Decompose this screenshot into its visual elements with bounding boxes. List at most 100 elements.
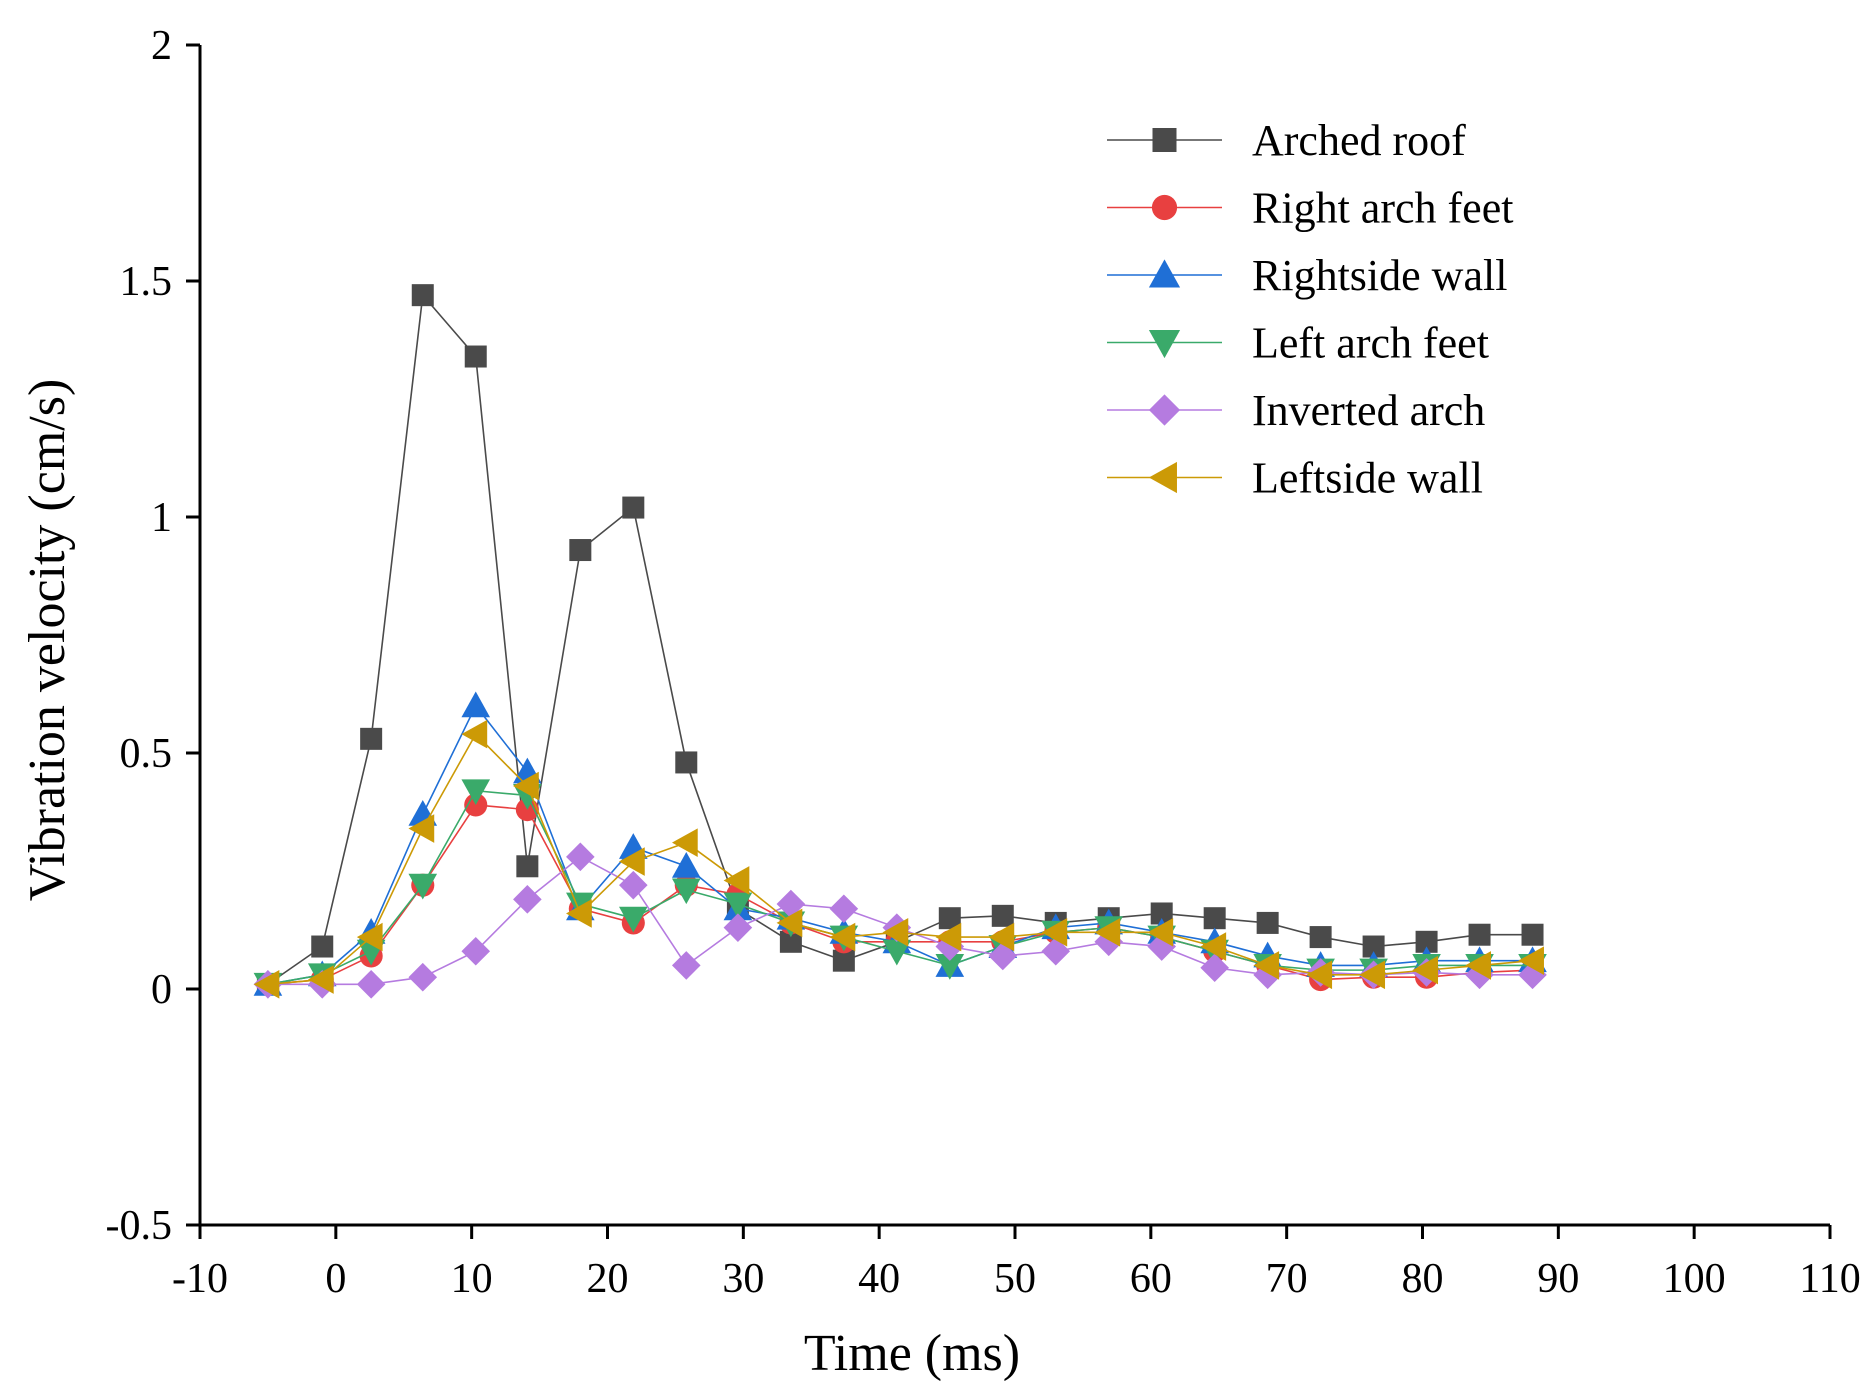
data-point [622,496,645,519]
x-tick-label: 0 [325,1256,346,1302]
legend-label: Right arch feet [1252,184,1513,233]
data-point [1094,918,1121,947]
data-point [1518,946,1544,975]
data-point [408,814,435,843]
data-point [779,930,802,953]
legend-label: Left arch feet [1252,319,1489,368]
data-point [882,918,909,947]
data-point [829,894,859,924]
x-tick-label: 30 [722,1256,764,1302]
legend-marker [1148,394,1181,426]
x-tick-label: 50 [994,1256,1036,1302]
data-point [1041,936,1071,966]
legend-item: Right arch feet [1107,184,1513,233]
legend-marker [1151,194,1178,221]
data-point [408,962,438,992]
x-tick-label: 10 [451,1256,493,1302]
legend-marker [1148,461,1177,494]
data-point [464,345,487,368]
data-point [360,727,383,750]
data-point [671,828,698,857]
x-tick-label: 80 [1402,1256,1444,1302]
data-point [513,771,539,801]
data-point [619,847,645,876]
data-point [935,953,965,980]
data-point [1412,955,1439,985]
x-tick-label: 100 [1663,1256,1726,1302]
data-point [1256,911,1279,934]
data-point [619,870,648,900]
x-tick-label: 40 [858,1256,900,1302]
x-tick-label: 60 [1130,1256,1172,1302]
legend-label: Arched roof [1252,116,1466,165]
data-point [1309,926,1332,949]
data-point [988,922,1015,952]
data-point [461,936,491,966]
data-point [1200,953,1229,983]
data-point [1203,907,1226,930]
y-axis-ticks: -0.5 0 0.5 1 1.5 2 [106,23,200,1249]
x-tick-label: -10 [172,1256,228,1302]
y-tick-label: 1.5 [120,259,173,305]
data-point [411,284,434,307]
legend-marker [1148,330,1181,359]
data-point [776,908,803,938]
axes [198,45,1830,1227]
x-tick-label: 110 [1799,1256,1860,1302]
data-point [461,691,491,718]
legend-item: Arched roof [1107,116,1466,165]
data-point [566,842,595,872]
data-point [1200,932,1227,961]
x-axis-ticks: -10 0 10 20 30 40 50 60 70 80 90 100 110 [172,1225,1861,1302]
data-point [311,935,334,958]
legend-label: Inverted arch [1252,386,1485,435]
data-point [723,913,753,942]
series-layer [253,284,1547,999]
legend-marker [1148,259,1181,288]
data-point [829,922,856,952]
legend: Arched roof Right arch feet Rightside wall… [1107,116,1513,503]
data-point [1253,951,1280,980]
data-point [671,951,701,980]
legend-marker [1152,128,1177,152]
data-point [882,939,912,966]
x-tick-label: 20 [587,1256,629,1302]
data-point [1147,918,1174,947]
data-point [1465,951,1491,980]
data-point [832,949,855,972]
data-point [723,892,753,919]
data-point [569,539,592,562]
data-point [1415,930,1438,953]
data-point [356,922,383,952]
data-point [938,907,961,930]
data-point [1150,902,1173,925]
data-point [1521,923,1544,946]
y-tick-label: 1 [151,495,172,541]
x-tick-label: 90 [1537,1256,1579,1302]
data-point [516,855,539,878]
data-point [776,889,806,919]
data-point [671,851,701,878]
legend-label: Rightside wall [1252,251,1507,300]
data-point [307,965,334,994]
data-point [566,892,595,919]
data-point [566,899,592,928]
legend-item: Inverted arch [1107,386,1485,435]
data-point [513,885,542,914]
data-point [461,719,488,749]
data-point [461,779,491,806]
legend-label: Leftside wall [1252,454,1483,503]
data-point [723,866,750,895]
data-point [253,969,280,999]
data-point [671,878,701,905]
y-tick-label: -0.5 [106,1203,173,1249]
data-point [675,751,698,774]
data-point [1468,923,1491,946]
x-tick-label: 70 [1266,1256,1308,1302]
data-point [1359,960,1386,990]
x-axis-title: Time (ms) [804,1325,1020,1382]
data-point [1362,935,1385,958]
data-point [935,922,962,952]
data-point [1041,918,1068,947]
